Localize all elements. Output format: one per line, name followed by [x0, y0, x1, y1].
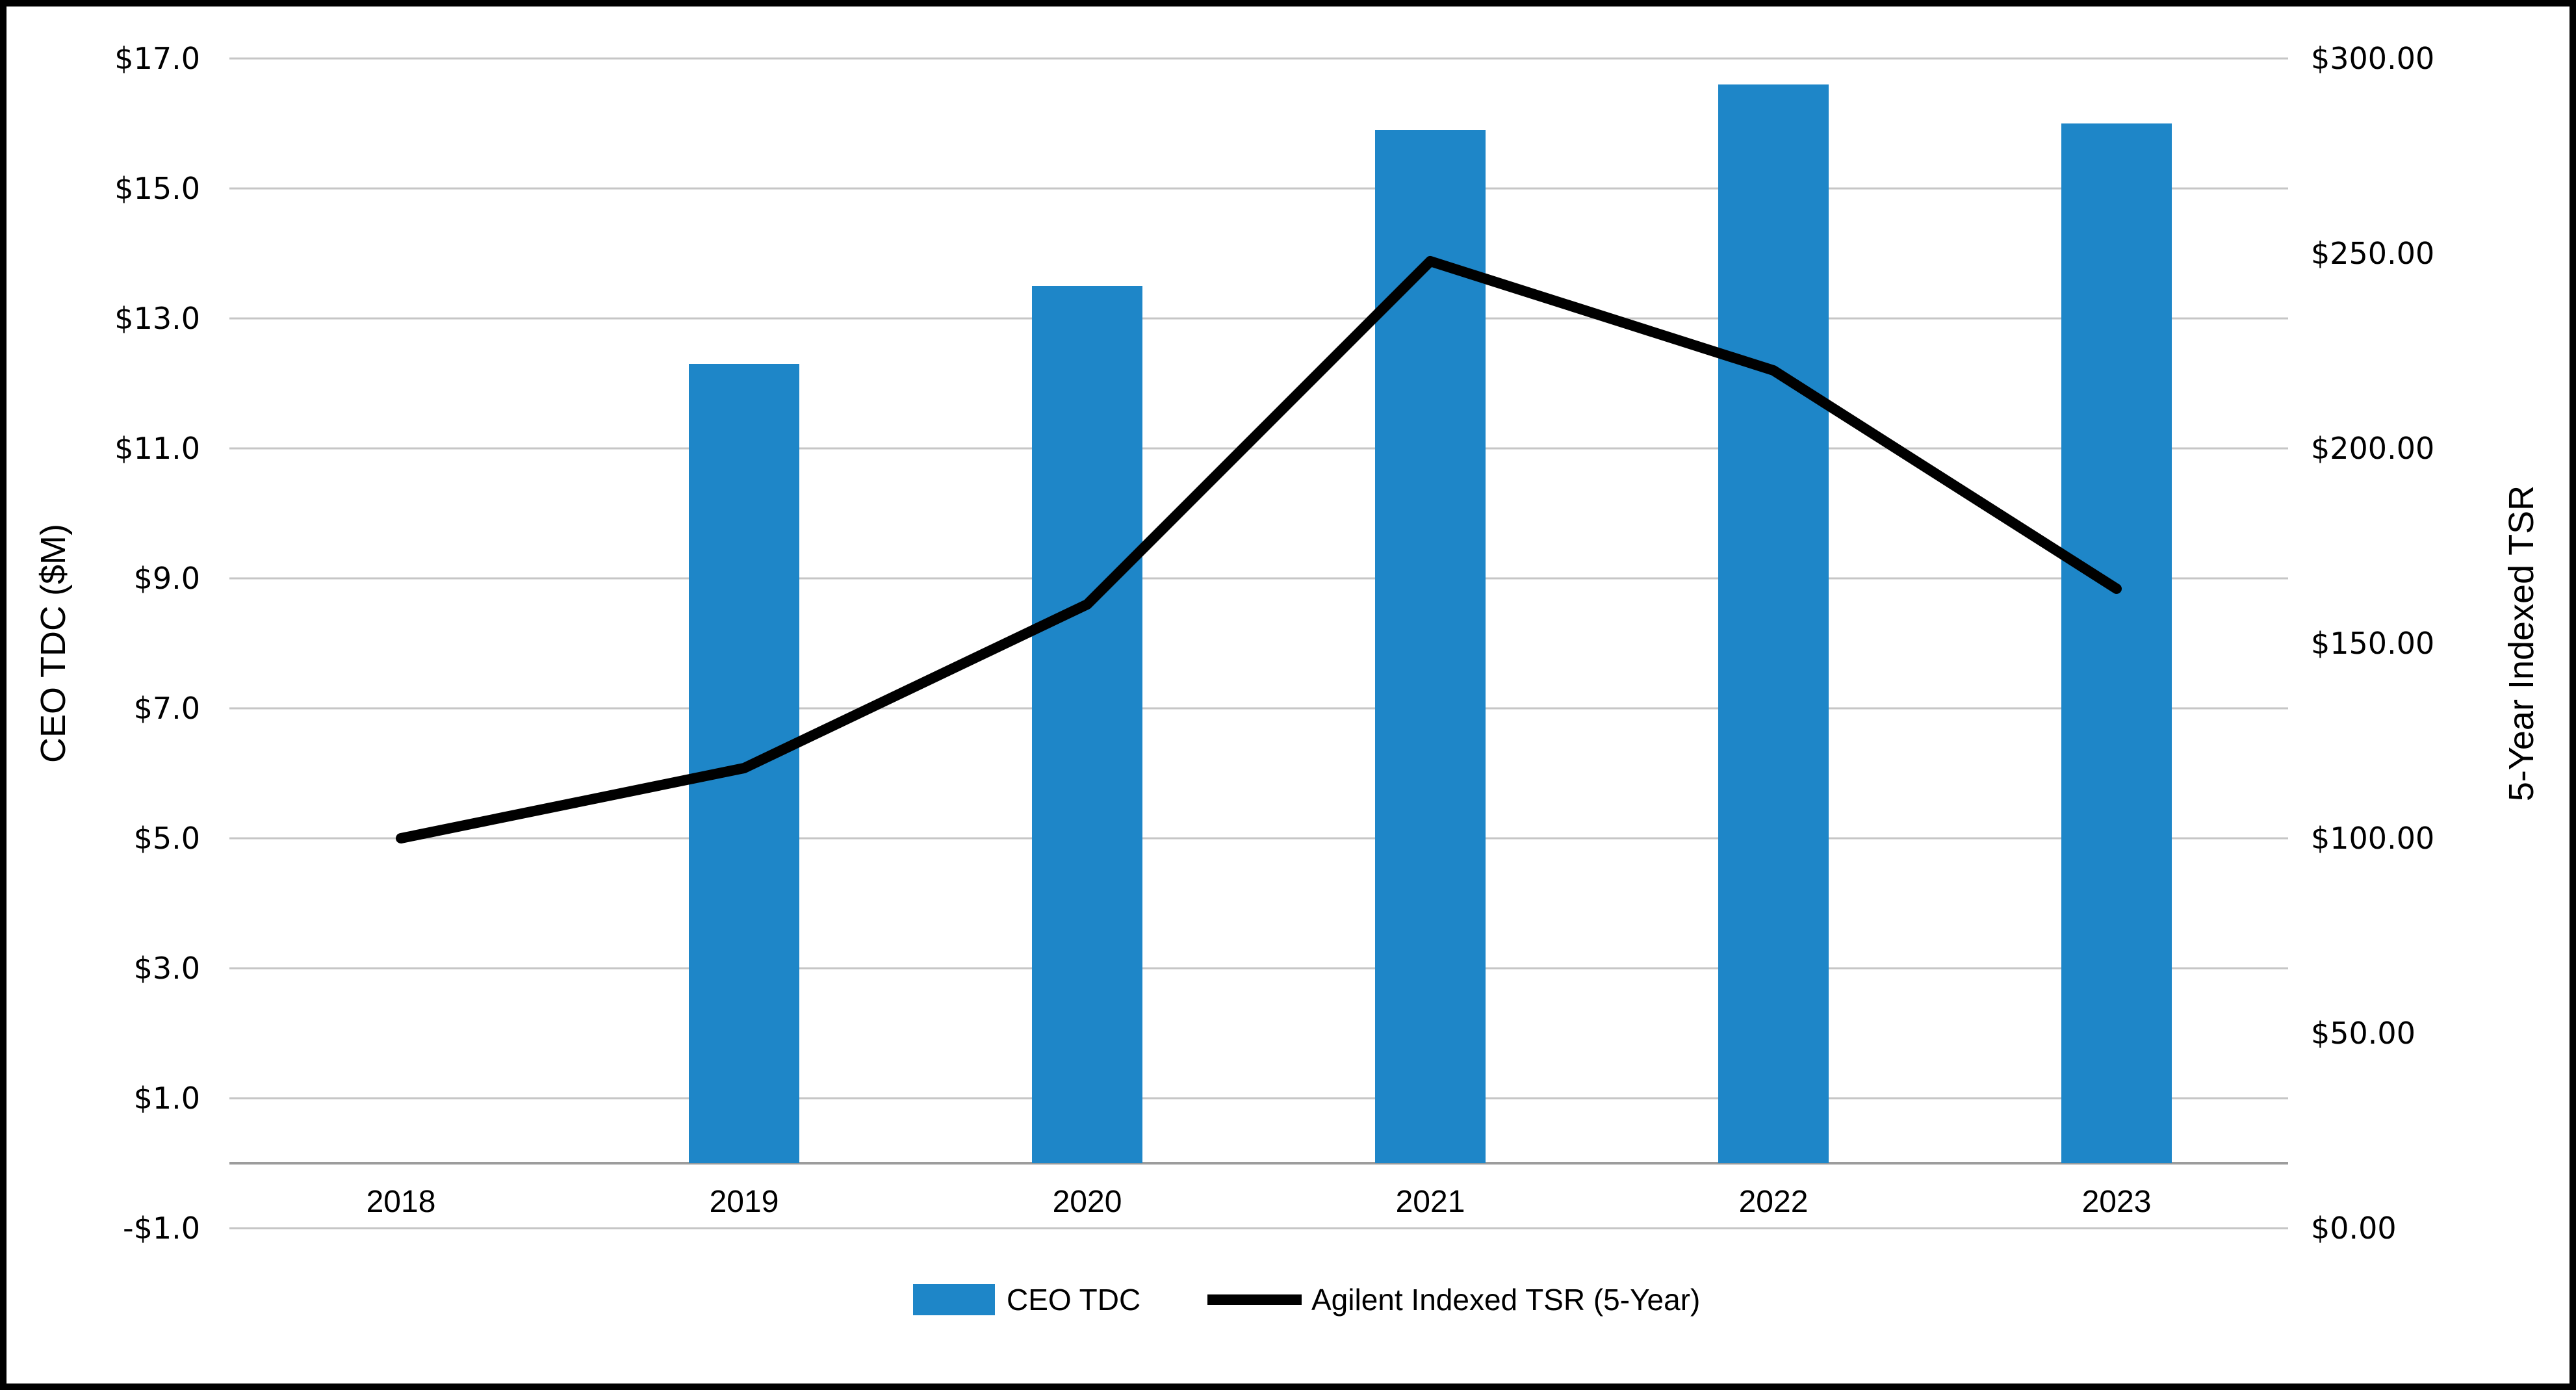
bar-ceo-tdc-2023	[2061, 123, 2172, 1163]
legend-label-tsr: Agilent Indexed TSR (5-Year)	[1311, 1283, 1700, 1317]
left-axis-tick: $1.0	[134, 1081, 200, 1116]
left-axis-tick: $13.0	[114, 301, 200, 336]
left-axis-tick: $15.0	[114, 171, 200, 206]
right-axis-tick: $50.00	[2311, 1016, 2415, 1051]
legend-swatch-ceo-tdc	[913, 1284, 995, 1315]
left-axis-tick: -$1.0	[123, 1211, 200, 1246]
right-axis-tick: $100.00	[2311, 821, 2434, 856]
bar-ceo-tdc-2021	[1375, 130, 1486, 1163]
line-agilent-indexed-tsr	[396, 256, 2122, 843]
left-axis-tick: $17.0	[114, 41, 200, 76]
left-axis-tick: $9.0	[134, 561, 200, 596]
left-axis-title: CEO TDC ($M)	[34, 524, 73, 763]
right-axis-tick: $0.00	[2311, 1211, 2397, 1246]
x-axis-label-2022: 2022	[1739, 1185, 1809, 1219]
x-axis-label-2020: 2020	[1053, 1185, 1122, 1219]
right-axis-tick: $300.00	[2311, 41, 2434, 76]
left-axis-tick: $3.0	[134, 951, 200, 986]
right-axis-tick: $250.00	[2311, 236, 2434, 271]
x-axis-label-2018: 2018	[367, 1185, 436, 1219]
bar-ceo-tdc-2020	[1032, 286, 1142, 1163]
right-axis-tick: $150.00	[2311, 626, 2434, 661]
left-axis-tick: $5.0	[134, 821, 200, 856]
right-axis-title: 5-Year Indexed TSR	[2502, 485, 2541, 801]
legend-label-ceo-tdc: CEO TDC	[1007, 1283, 1140, 1317]
x-axis-label-2021: 2021	[1396, 1185, 1465, 1219]
x-axis-label-2023: 2023	[2082, 1185, 2152, 1219]
left-axis-tick: $11.0	[114, 431, 200, 466]
left-axis-tick: $7.0	[134, 691, 200, 726]
x-axis-label-2019: 2019	[710, 1185, 779, 1219]
right-axis-tick: $200.00	[2311, 431, 2434, 466]
bar-ceo-tdc-2022	[1718, 84, 1829, 1163]
